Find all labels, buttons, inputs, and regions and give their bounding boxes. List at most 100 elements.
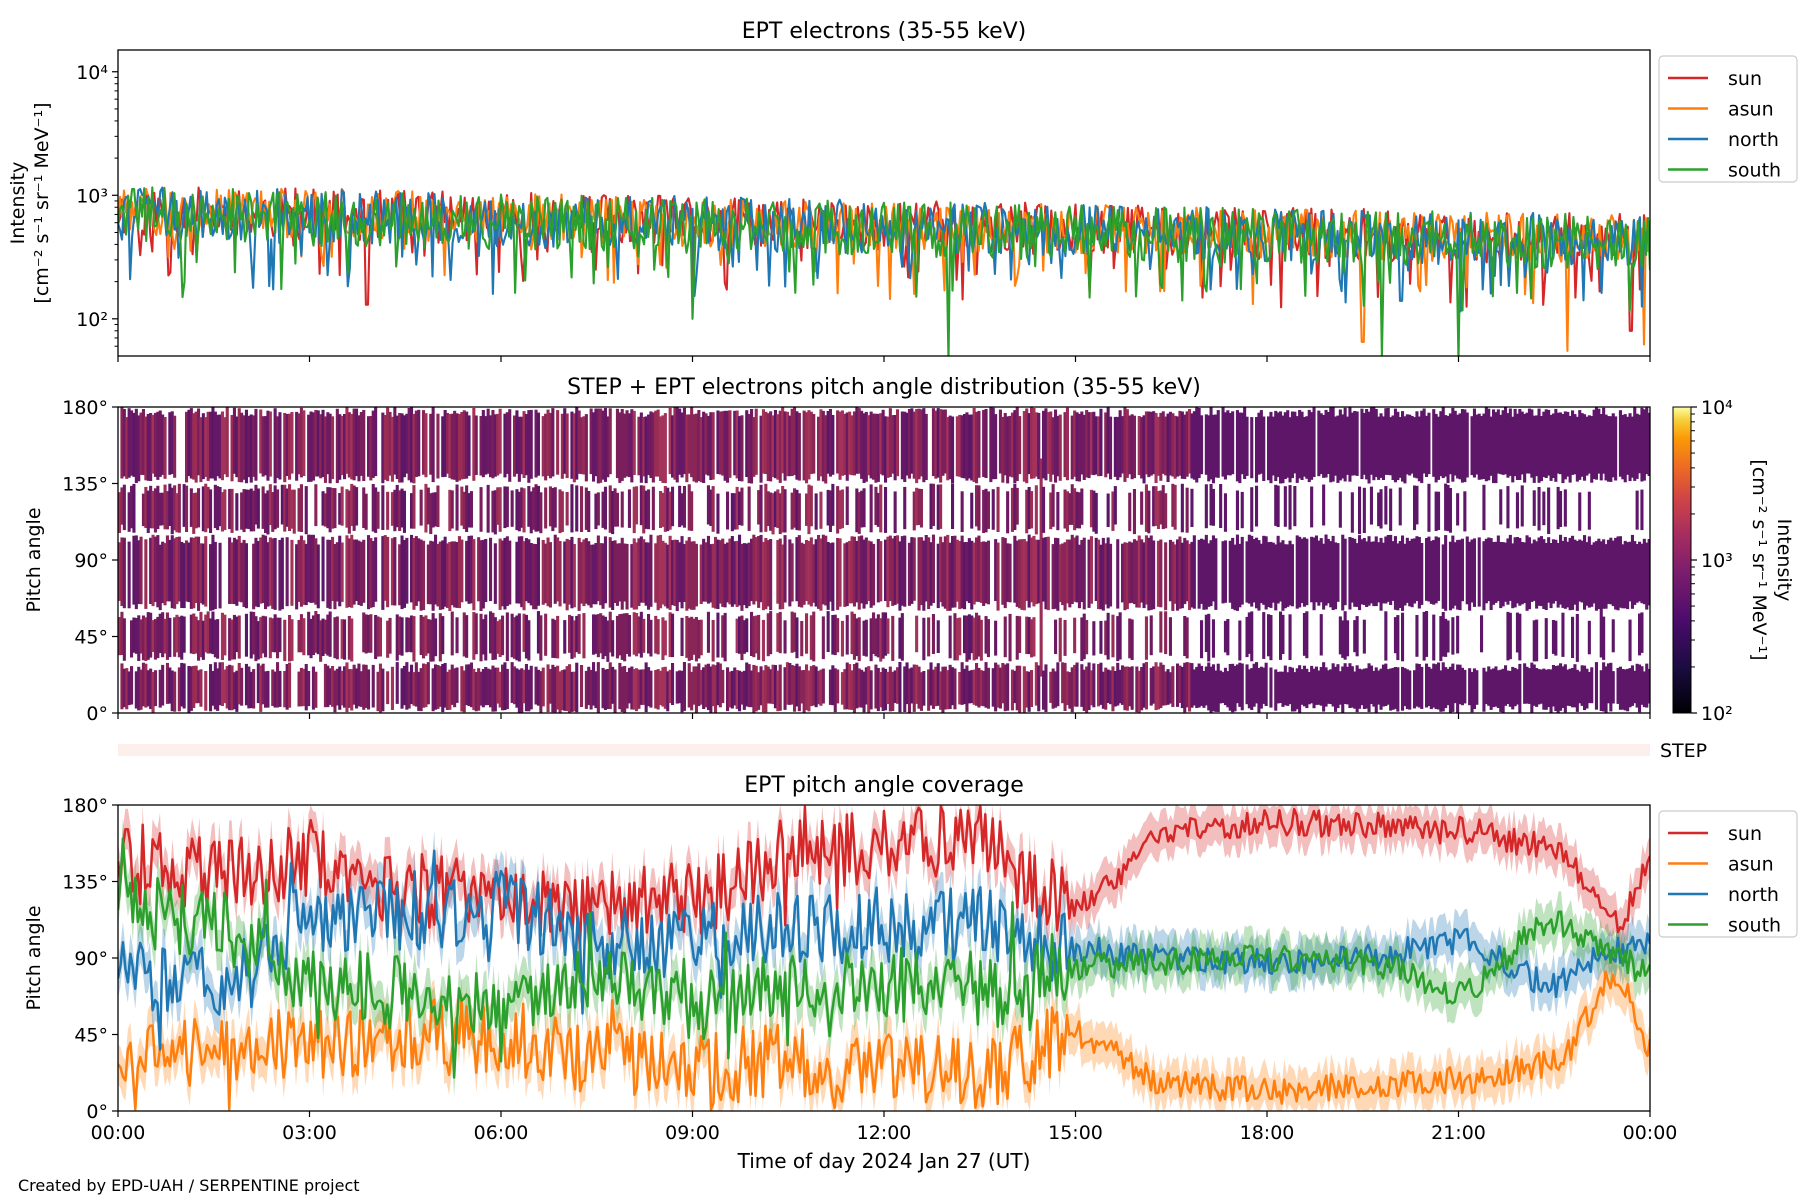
pitch-heatmap-cell xyxy=(831,665,835,706)
pitch-heatmap-cell xyxy=(1324,534,1328,606)
pitch-heatmap-cell xyxy=(1283,665,1287,706)
pitch-heatmap-cell xyxy=(1293,672,1297,712)
pitch-heatmap-cell xyxy=(1180,666,1184,709)
coverage-series-group xyxy=(118,805,1650,1111)
pitch-heatmap-cell xyxy=(553,487,557,528)
pitch-heatmap-cell xyxy=(1025,489,1029,534)
pitch-heatmap-cell xyxy=(831,415,835,475)
pitch-heatmap-cell xyxy=(1379,489,1383,529)
pitch-heatmap-cell xyxy=(1542,411,1546,478)
pitch-heatmap-cell xyxy=(168,617,172,658)
pitch-heatmap-cell xyxy=(120,537,124,606)
pitch-heatmap-cell xyxy=(1592,409,1596,479)
pitch-heatmap-cell xyxy=(1374,667,1378,713)
pitch-heatmap-cell xyxy=(699,544,703,604)
pitch-heatmap-cell xyxy=(1597,538,1601,610)
pitch-heatmap-cell xyxy=(1437,416,1441,480)
pitch-heatmap-cell xyxy=(872,612,876,654)
pitch-heatmap-cell xyxy=(845,486,849,525)
pitch-heatmap-cell xyxy=(1250,611,1254,662)
pitch-heatmap-cell xyxy=(1350,412,1354,476)
pitch-heatmap-cell xyxy=(1046,412,1050,474)
pitch-heatmap-cell xyxy=(1286,672,1290,706)
pitch-heatmap-cell xyxy=(1355,616,1359,657)
pitch-heatmap-cell xyxy=(161,541,165,604)
pitch-heatmap-cell xyxy=(153,536,157,602)
pitch-heatmap-cell xyxy=(244,489,248,529)
pitch-heatmap-cell xyxy=(821,668,825,704)
pitch-heatmap-cell xyxy=(759,415,763,483)
pitch-heatmap-cell xyxy=(963,668,967,705)
pitch-heatmap-cell xyxy=(1027,671,1031,712)
pitch-heatmap-cell xyxy=(1434,664,1438,710)
pitch-heatmap-cell xyxy=(1463,491,1467,532)
pitch-heatmap-cell xyxy=(216,414,220,477)
pitch-heatmap-cell xyxy=(311,412,315,481)
pitch-heatmap-cell xyxy=(1219,670,1223,704)
pitch-heatmap-cell xyxy=(750,538,754,602)
pitch-heatmap-cell xyxy=(836,486,840,534)
pitch-heatmap-cell xyxy=(1065,407,1069,481)
pitch-heatmap-cell xyxy=(1470,539,1474,603)
pitch-heatmap-cell xyxy=(1334,542,1338,610)
pitch-heatmap-cell xyxy=(912,537,916,601)
pitch-heatmap-cell xyxy=(687,663,691,708)
pitch-heatmap-cell xyxy=(1408,670,1412,710)
pitch-heatmap-cell xyxy=(374,615,378,659)
pitch-heatmap-cell xyxy=(910,408,914,474)
pitch-heatmap-cell xyxy=(1559,412,1563,475)
pitch-heatmap-cell xyxy=(1255,537,1259,609)
pitch-heatmap-cell xyxy=(752,534,756,605)
coverage-x-tick-label: 18:00 xyxy=(1240,1122,1295,1144)
pitch-heatmap-cell xyxy=(565,666,569,712)
pitch-heatmap-cell xyxy=(977,667,981,708)
pitch-heatmap-cell xyxy=(125,668,129,710)
pitch-heatmap-cell xyxy=(1563,411,1567,480)
pitch-heatmap-cell xyxy=(608,408,612,475)
pitch-heatmap-cell xyxy=(1087,662,1091,710)
pitch-heatmap-cell xyxy=(120,611,124,655)
pitch-heatmap-cell xyxy=(1214,414,1218,478)
pitch-heatmap-cell xyxy=(960,535,964,609)
pitch-heatmap-cell xyxy=(462,491,466,530)
pitch-heatmap-cell xyxy=(283,671,287,708)
pitch-heatmap-cell xyxy=(764,538,768,610)
pitch-heatmap-cell xyxy=(1300,538,1304,604)
pitch-heatmap-cell xyxy=(709,666,713,713)
pitch-heatmap-cell xyxy=(1003,538,1007,609)
pitch-heatmap-cell xyxy=(256,541,260,608)
pitch-heatmap-cell xyxy=(122,537,126,609)
pitch-heatmap-cell xyxy=(335,408,339,483)
pitch-heatmap-cell xyxy=(1341,620,1345,658)
pitch-heatmap-cell xyxy=(445,543,449,608)
pitch-heatmap-cell xyxy=(1362,668,1366,709)
pitch-heatmap-cell xyxy=(953,535,957,608)
pitch-heatmap-cell xyxy=(1080,540,1084,603)
pitch-heatmap-cell xyxy=(1515,413,1519,480)
pitch-heatmap-cell xyxy=(467,493,471,528)
pitch-heatmap-cell xyxy=(1006,663,1010,711)
pitch-heatmap-cell xyxy=(580,665,584,707)
pitch-heatmap-cell xyxy=(1051,417,1055,475)
pitch-heatmap-cell xyxy=(1118,669,1122,704)
pitch-heatmap-cell xyxy=(192,613,196,655)
pitch-heatmap-cell xyxy=(347,538,351,607)
pitch-heatmap-cell xyxy=(381,485,385,530)
pitch-heatmap-cell xyxy=(711,664,715,707)
pitch-heatmap-cell xyxy=(1008,543,1012,603)
pitch-heatmap-cell xyxy=(441,664,445,713)
pitch-heatmap-cell xyxy=(721,669,725,704)
pitch-heatmap-cell xyxy=(663,666,667,709)
pitch-heatmap-cell xyxy=(642,618,646,653)
pitch-heatmap-cell xyxy=(410,664,414,704)
pitch-heatmap-cell xyxy=(1056,538,1060,611)
pitch-heatmap-cell xyxy=(448,542,452,611)
pitch-heatmap-cell xyxy=(1489,669,1493,710)
pitch-heatmap-cell xyxy=(1310,665,1314,704)
pitch-heatmap-cell xyxy=(1463,409,1467,483)
pitch-heatmap-cell xyxy=(1030,670,1034,707)
pitch-heatmap-cell xyxy=(223,614,227,656)
pitch-heatmap-cell xyxy=(994,414,998,480)
pitch-heatmap-cell xyxy=(1403,668,1407,707)
pitch-heatmap-cell xyxy=(893,415,897,481)
